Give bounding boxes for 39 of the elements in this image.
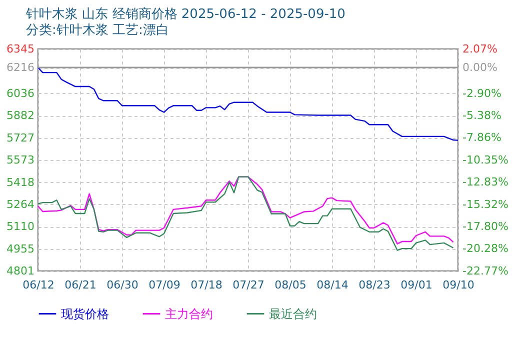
y2-tick-label: -12.83% xyxy=(462,176,508,189)
y-tick-label: 6345 xyxy=(6,42,34,56)
y-tick-label: 5573 xyxy=(6,154,34,166)
legend-label: 现货价格 xyxy=(61,306,109,321)
x-tick-label: 08/05 xyxy=(274,278,306,292)
x-tick-label: 08/23 xyxy=(358,278,390,292)
x-tick-label: 09/10 xyxy=(442,278,474,292)
y2-tick-label: -15.32% xyxy=(462,198,508,211)
y-tick-label: 5110 xyxy=(6,220,34,234)
line-series xyxy=(37,66,459,141)
chart-subtitle: 分类:针叶木浆 工艺:漂白 xyxy=(26,23,169,38)
y2-tick-label: -2.90% xyxy=(462,86,502,100)
x-tick-label: 07/18 xyxy=(190,278,222,292)
x-tick-label: 06/21 xyxy=(64,278,96,292)
x-tick-label: 08/14 xyxy=(316,278,348,292)
chart-title: 针叶木浆 山东 经销商价格 2025-06-12 - 2025-09-10 xyxy=(25,7,346,22)
x-tick-label: 07/09 xyxy=(148,278,180,292)
y-tick-label: 5418 xyxy=(6,176,34,189)
x-tick-label: 09/01 xyxy=(400,278,432,292)
y2-tick-label: 2.07% xyxy=(462,42,498,56)
y-tick-label: 4801 xyxy=(6,264,34,278)
y-tick-label: 4955 xyxy=(6,242,34,256)
y2-tick-label: -20.28% xyxy=(462,242,508,256)
x-tick-label: 06/12 xyxy=(22,278,54,292)
y-tick-label: 5727 xyxy=(6,131,34,144)
y2-tick-label: -5.38% xyxy=(462,109,502,122)
y-tick-label: 5264 xyxy=(6,198,34,211)
y2-tick-label: 0.00% xyxy=(462,61,498,74)
y2-tick-label: -7.86% xyxy=(462,131,502,144)
y2-tick-label: -17.80% xyxy=(462,220,508,234)
x-tick-label: 07/27 xyxy=(232,278,264,292)
y2-tick-label: -22.77% xyxy=(462,264,508,278)
y-tick-label: 6216 xyxy=(6,61,34,74)
y-tick-label: 6036 xyxy=(6,86,34,100)
x-tick-label: 06/30 xyxy=(106,278,138,292)
legend-label: 最近合约 xyxy=(269,306,317,321)
y-tick-label: 5882 xyxy=(6,109,34,122)
y2-tick-label: -10.35% xyxy=(462,154,508,166)
legend-label: 主力合约 xyxy=(165,306,213,321)
